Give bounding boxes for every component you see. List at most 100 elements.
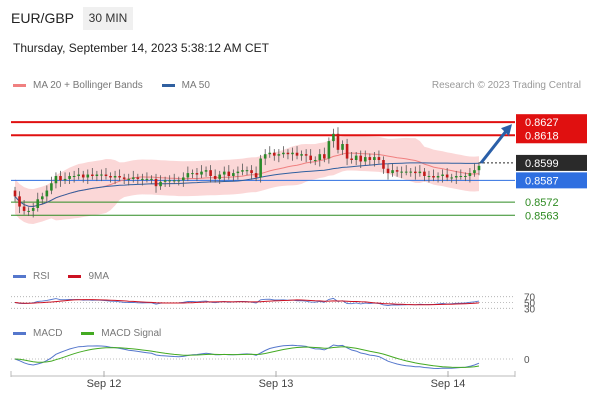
candle-body (81, 174, 85, 178)
candle-body (423, 171, 426, 176)
candle-body (323, 154, 326, 159)
candle-body (68, 176, 71, 179)
candle-body (300, 154, 303, 156)
level-label-0.8627: 0.8627 (525, 117, 559, 129)
level-label-0.8563: 0.8563 (525, 210, 559, 222)
main-legend: MA 20 + Bollinger Bands MA 50 (13, 80, 226, 91)
macd-pane: 0 (11, 344, 530, 370)
macd-signal-line (14, 346, 480, 368)
candle-body (104, 174, 108, 176)
candle-body (27, 210, 30, 212)
candle-body (373, 157, 376, 160)
level-tag-bg (516, 172, 587, 189)
candle-body (304, 154, 308, 156)
candle-body (159, 181, 162, 187)
candle-body (204, 170, 208, 172)
candle-body (282, 152, 285, 155)
candle-body (432, 176, 435, 178)
candle-body (277, 154, 281, 156)
candle-body (341, 144, 344, 150)
candle-body (382, 160, 385, 169)
candle-body (109, 176, 112, 178)
candle-body (63, 178, 67, 181)
candle-body (218, 174, 222, 179)
candle-body (473, 170, 476, 174)
candle-body (250, 170, 253, 174)
macd-zero-label: 0 (524, 355, 530, 366)
candle-body (336, 133, 340, 150)
candle-body (182, 177, 185, 181)
candle-body (454, 176, 458, 178)
x-tick-label: Sep 12 (87, 378, 122, 390)
candle-body (141, 178, 144, 180)
candle-body (286, 152, 290, 155)
candle-body (191, 173, 194, 175)
ma50-line (14, 162, 480, 208)
candle-body (414, 171, 417, 174)
candle-body (400, 171, 403, 173)
candle-body (259, 158, 262, 178)
candle-body (213, 176, 217, 179)
timeframe-button[interactable]: 30 MIN (83, 7, 133, 30)
candle-body (377, 157, 381, 160)
candle-body (113, 176, 117, 178)
candle-body (168, 180, 171, 182)
candle-body (386, 168, 390, 174)
datetime-label: Thursday, September 14, 2023 5:38:12 AM … (13, 41, 269, 55)
candle-body (395, 170, 399, 172)
candle-body (363, 157, 367, 162)
credit-label: Research © 2023 Trading Central (431, 80, 581, 91)
candle-body (45, 190, 49, 197)
candle-body (391, 170, 394, 174)
candle-body (222, 171, 226, 175)
candle-body (291, 152, 294, 155)
candle-body (232, 173, 235, 176)
candle-body (309, 155, 312, 160)
candle-body (332, 133, 335, 142)
candle-body (368, 157, 372, 160)
candle-body (100, 174, 103, 176)
x-tick-label: Sep 14 (431, 378, 466, 390)
candle-body (350, 158, 353, 160)
candle-body (359, 155, 363, 162)
candle-body (263, 154, 267, 159)
rsi-level-label: 30 (524, 304, 536, 315)
level-label-0.8572: 0.8572 (525, 197, 559, 209)
candle-body (86, 174, 90, 178)
candle-body (318, 154, 322, 160)
legend-item-rsi: RSI (13, 271, 50, 282)
candle-body (59, 176, 62, 181)
candle-body (418, 171, 422, 174)
candle-body (327, 141, 331, 159)
legend-item-macd: MACD (13, 328, 62, 339)
candle-body (13, 190, 17, 197)
x-tick-label: Sep 13 (259, 378, 294, 390)
candle-body (236, 171, 240, 174)
target-arrow-shaft (479, 130, 508, 164)
candle-body (91, 174, 94, 176)
x-axis: Sep 12 Sep 13 Sep 14 (10, 371, 516, 390)
rsi-level-label: 70 (524, 293, 536, 304)
symbol-title: EUR/GBP (11, 10, 75, 26)
candle-body (468, 173, 472, 176)
candle-body (122, 177, 126, 179)
candle-body (404, 171, 408, 173)
candle-body (441, 174, 444, 176)
level-label-0.8618: 0.8618 (525, 130, 559, 142)
candle-body (145, 178, 149, 180)
candle-body (118, 176, 121, 178)
level-label-0.8599: 0.8599 (525, 158, 559, 170)
rsi-legend: RSI 9MA (13, 271, 125, 282)
candle-body (459, 176, 463, 177)
candle-body (186, 173, 190, 178)
legend-item-9ma: 9MA (68, 271, 109, 282)
candle-body (200, 171, 203, 175)
candle-body (36, 199, 40, 208)
candle-body (22, 206, 26, 211)
candle-body (245, 170, 249, 172)
candle-body (464, 176, 467, 177)
legend-item-macd-signal: MACD Signal (81, 328, 161, 339)
candle-body (209, 170, 212, 176)
candle-body (177, 180, 181, 182)
